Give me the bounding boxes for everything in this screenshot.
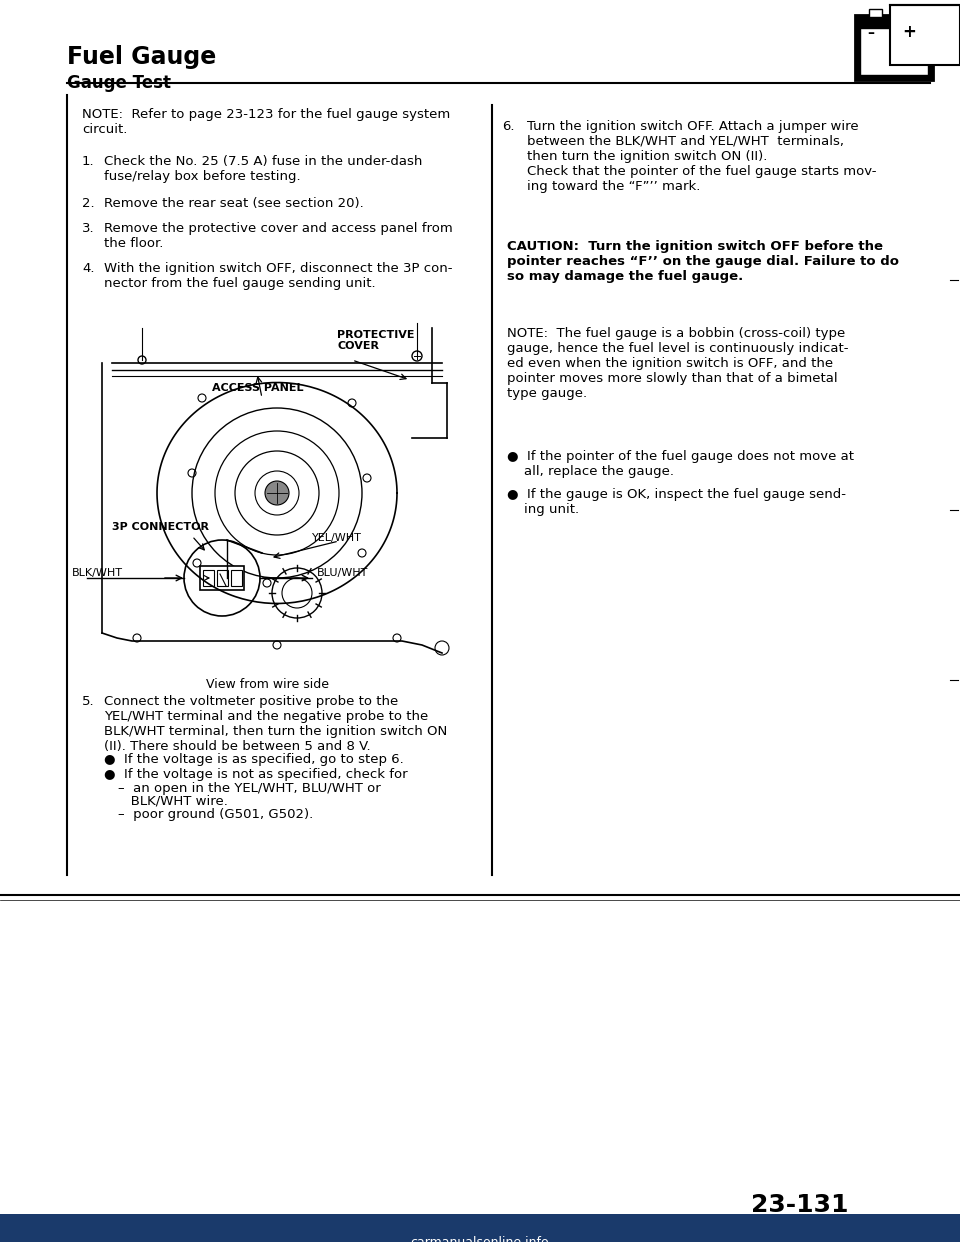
Text: View from wire side: View from wire side [205,678,328,691]
Bar [200,566,244,590]
Text: YEL/WHT: YEL/WHT [312,533,362,543]
Text: 23-131: 23-131 [752,1194,849,1217]
Text: BLK/WHT wire.: BLK/WHT wire. [118,795,228,809]
Bar [860,29,928,75]
Text: CAUTION:  Turn the ignition switch OFF before the
pointer reaches “F’’ on the ga: CAUTION: Turn the ignition switch OFF be… [507,240,899,283]
Text: BLK/WHT: BLK/WHT [72,568,123,578]
Text: Check the No. 25 (7.5 A) fuse in the under-dash
fuse/relay box before testing.: Check the No. 25 (7.5 A) fuse in the und… [104,155,422,183]
Text: COVER: COVER [337,342,379,351]
Text: –  an open in the YEL/WHT, BLU/WHT or: – an open in the YEL/WHT, BLU/WHT or [118,782,381,795]
Bar [855,15,933,79]
Text: PROTECTIVE: PROTECTIVE [337,330,415,340]
Text: Remove the rear seat (see section 20).: Remove the rear seat (see section 20). [104,197,364,210]
Text: +: + [902,24,916,41]
Text: carmanualsonline.info: carmanualsonline.info [411,1236,549,1242]
Text: ●  If the voltage is not as specified, check for: ● If the voltage is not as specified, ch… [104,768,408,781]
Bar [869,9,882,17]
Text: –: – [868,26,875,40]
Bar [217,570,228,586]
Text: –  poor ground (G501, G502).: – poor ground (G501, G502). [118,809,313,821]
Text: 4.: 4. [82,262,94,274]
Text: NOTE:  Refer to page 23-123 for the fuel gauge system
circuit.: NOTE: Refer to page 23-123 for the fuel … [82,108,450,137]
Text: ●  If the voltage is as specified, go to step 6.: ● If the voltage is as specified, go to … [104,753,404,766]
Text: ACCESS PANEL: ACCESS PANEL [212,383,303,392]
Text: 2.: 2. [82,197,95,210]
Text: Fuel Gauge: Fuel Gauge [67,45,216,70]
Text: With the ignition switch OFF, disconnect the 3P con-
nector from the fuel gauge : With the ignition switch OFF, disconnect… [104,262,452,289]
Bar [903,9,916,17]
Text: ●  If the pointer of the fuel gauge does not move at
    all, replace the gauge.: ● If the pointer of the fuel gauge does … [507,450,854,478]
Text: 1.: 1. [82,155,95,168]
Bar [890,5,960,65]
Text: 5.: 5. [82,696,95,708]
Text: 3.: 3. [82,222,95,235]
Text: 3P CONNECTOR: 3P CONNECTOR [112,522,209,532]
Text: BLU/WHT: BLU/WHT [317,568,369,578]
Circle shape [265,481,289,505]
Text: Remove the protective cover and access panel from
the floor.: Remove the protective cover and access p… [104,222,453,250]
Bar [0,1213,960,1242]
Text: 6.: 6. [502,120,515,133]
Bar [231,570,242,586]
Text: Connect the voltmeter positive probe to the
YEL/WHT terminal and the negative pr: Connect the voltmeter positive probe to … [104,696,447,753]
Text: Gauge Test: Gauge Test [67,75,171,92]
Text: ●  If the gauge is OK, inspect the fuel gauge send-
    ing unit.: ● If the gauge is OK, inspect the fuel g… [507,488,846,515]
Text: NOTE:  The fuel gauge is a bobbin (cross-coil) type
gauge, hence the fuel level : NOTE: The fuel gauge is a bobbin (cross-… [507,327,849,400]
Bar [203,570,214,586]
Text: Turn the ignition switch OFF. Attach a jumper wire
between the BLK/WHT and YEL/W: Turn the ignition switch OFF. Attach a j… [527,120,876,193]
